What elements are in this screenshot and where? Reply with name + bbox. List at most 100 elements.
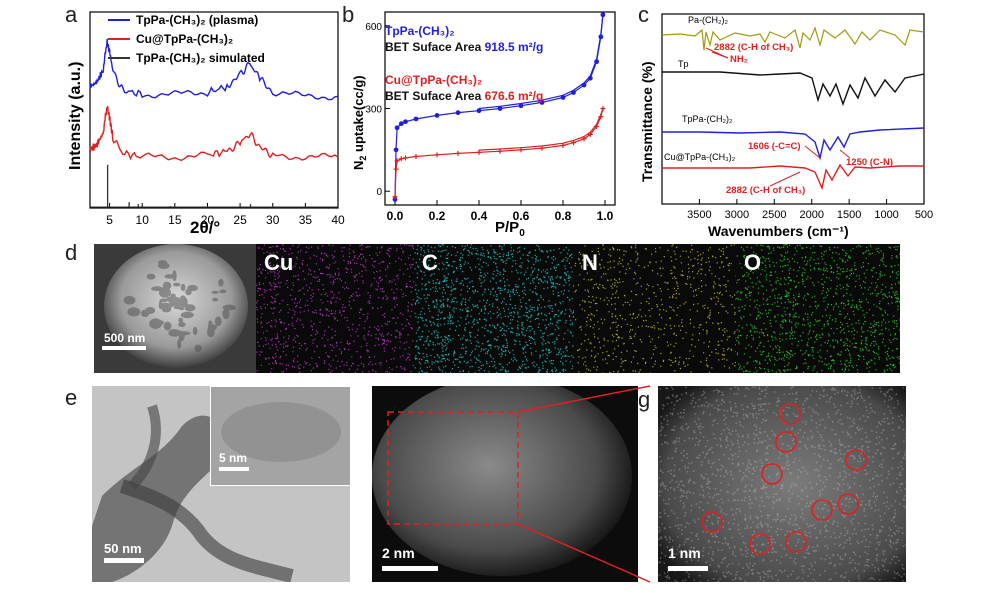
- ftir-x-axis-label: Wavenumbers (cm⁻¹): [708, 223, 849, 239]
- eds-label-n: N: [582, 250, 598, 275]
- eds-map-n: N: [574, 244, 736, 373]
- haadf-image-g: 1 nm: [658, 386, 906, 582]
- ftir-series-tppa: [662, 127, 925, 161]
- sem-scale-label: 500 nm: [104, 331, 145, 345]
- bet-point: [394, 158, 400, 164]
- single-atom-marker: [779, 403, 801, 425]
- xrd-x-tick-label-2: 15: [168, 213, 182, 227]
- ftir-series-tp: [662, 71, 925, 107]
- sem-scale-bar: [102, 346, 146, 350]
- bet-point: [413, 153, 419, 159]
- ftir-annotation-ch3-bottom: 2882 (C-H of CH₃): [726, 185, 805, 196]
- bet-x-tick-label-1: 0.2: [429, 209, 446, 223]
- ftir-x-tick-label-1: 3000: [725, 209, 749, 221]
- ftir-arrow-3: [804, 145, 821, 159]
- bet-point: [560, 142, 566, 148]
- xrd-series-line-1: [89, 106, 339, 162]
- single-atom-marker: [845, 449, 867, 471]
- ftir-x-tick-label-2: 2500: [762, 209, 786, 221]
- ftir-x-tick-label-5: 1000: [874, 209, 898, 221]
- ftir-x-tick-label-3: 2000: [799, 209, 823, 221]
- bet-point: [598, 114, 604, 120]
- ftir-annotation-cn: 1250 (C-N): [846, 157, 893, 168]
- bet-point: [455, 150, 461, 156]
- bet-point: [587, 131, 593, 137]
- haadf-g-scale-bar: [668, 566, 708, 571]
- bet-annotation-2: BET Suface Area 918.5 m²/g: [385, 40, 543, 54]
- bet-point: [539, 145, 545, 151]
- xrd-plot-frame: [89, 11, 339, 209]
- tem-e-inset-texture: 5 nm: [211, 387, 350, 485]
- bet-point: [434, 152, 440, 158]
- xrd-x-tick-label-0: 5: [106, 213, 113, 227]
- ftir-arrow-2: [711, 51, 729, 59]
- tem-image-e: 50 nm 5 nm: [92, 386, 350, 582]
- bet-series: [392, 12, 606, 202]
- ftir-x-tick-label-0: 3500: [687, 209, 711, 221]
- bet-point: [398, 121, 404, 127]
- xrd-x-tick-label-3: 20: [201, 213, 215, 227]
- ftir-label-cu: Cu@TpPa-(CH₃)₂: [664, 152, 736, 162]
- bet-y-tick-label-1: 300: [365, 105, 382, 116]
- haadf-f-texture: 2 nm: [372, 386, 638, 582]
- bet-series-line-1: [394, 108, 604, 197]
- bet-annotation-4: BET Suface Area 676.6 m²/g: [385, 89, 543, 103]
- bet-point: [560, 95, 566, 100]
- bet-point: [403, 119, 408, 125]
- bet-point: [594, 59, 599, 65]
- eds-label-o: O: [744, 250, 762, 275]
- bet-point: [398, 156, 404, 162]
- tem-e-fiber-2: [119, 479, 294, 582]
- single-atom-markers: [701, 403, 867, 555]
- eds-map-c: C: [414, 244, 574, 373]
- bet-point: [497, 148, 503, 154]
- bet-point: [476, 149, 482, 155]
- xrd-x-tick-label-4: 25: [233, 213, 247, 227]
- single-atom-marker: [749, 533, 771, 555]
- bet-point: [394, 125, 400, 131]
- xrd-legend-label-3: TpPa-(CH₃)₂ simulated: [136, 51, 265, 65]
- tem-e-inset-scale-label: 5 nm: [219, 451, 247, 465]
- single-atom-marker: [701, 511, 723, 533]
- bet-point: [539, 100, 545, 105]
- ftir-x-tick-label-4: 1500: [837, 209, 861, 221]
- bet-point: [518, 103, 524, 109]
- ftir-annotation-ch3-top: 2882 (C-H of CH₃): [714, 42, 793, 53]
- bet-point: [600, 12, 606, 18]
- eds-map-cu: Cu: [256, 244, 414, 373]
- ftir-annotation-nh2: NH₂: [730, 54, 748, 65]
- bet-y-tick-label-0: 0: [376, 187, 382, 198]
- bet-chart: 0.0 0.2 0.4 0.6 0.8 1.0 0 300 600 P/P0 N2 uptake…: [351, 11, 616, 239]
- sem-texture: 500 nm: [94, 244, 256, 373]
- ftir-label-pa: Pa-(CH₂)₂: [688, 15, 728, 25]
- bet-x-tick-label-0: 0.0: [387, 209, 404, 223]
- xrd-x-tick-label-1: 10: [136, 213, 150, 227]
- single-atom-marker: [761, 463, 783, 485]
- bet-point: [581, 82, 587, 88]
- eds-label-cu: Cu: [264, 250, 294, 275]
- xrd-x-tick-label-7: 40: [331, 213, 345, 227]
- xrd-series: [89, 38, 339, 208]
- tem-e-scale-label: 50 nm: [104, 541, 142, 556]
- ftir-chart: 3500 3000 2500 2000 1500 1000 500 Pa-(CH₂)₂ Tp…: [640, 13, 933, 239]
- tem-e-scale-bar: [104, 558, 144, 563]
- ftir-annotation-cc: 1606 (-C=C): [748, 141, 801, 152]
- tem-e-fiber-3: [128, 404, 161, 490]
- bet-x-tick-label-4: 0.8: [555, 209, 572, 223]
- xrd-legend-label-1: TpPa-(CH₃)₂ (plasma): [136, 13, 258, 27]
- xrd-chart: 5 10 15 20 25 30 35 40 2θ/° Intensity (a.u.) Tp…: [67, 11, 345, 237]
- single-atom-marker: [785, 531, 807, 553]
- sem-image: 500 nm: [94, 244, 256, 373]
- panel-label-d: d: [65, 240, 78, 265]
- xrd-x-axis-label: 2θ/°: [190, 218, 220, 237]
- ftir-y-axis-label: Transmittance (%): [640, 61, 655, 182]
- bet-point: [413, 116, 419, 122]
- ftir-series-pa: [661, 26, 925, 51]
- haadf-f-scale-label: 2 nm: [382, 545, 415, 561]
- haadf-g-scale-label: 1 nm: [668, 545, 701, 561]
- bet-annotation-3: Cu@TpPa-(CH₃)₂: [385, 73, 482, 87]
- xrd-series-line-0: [89, 38, 339, 101]
- haadf-image-f: 2 nm: [372, 386, 638, 582]
- bet-point: [455, 110, 461, 116]
- ftir-series-cu: [662, 163, 924, 191]
